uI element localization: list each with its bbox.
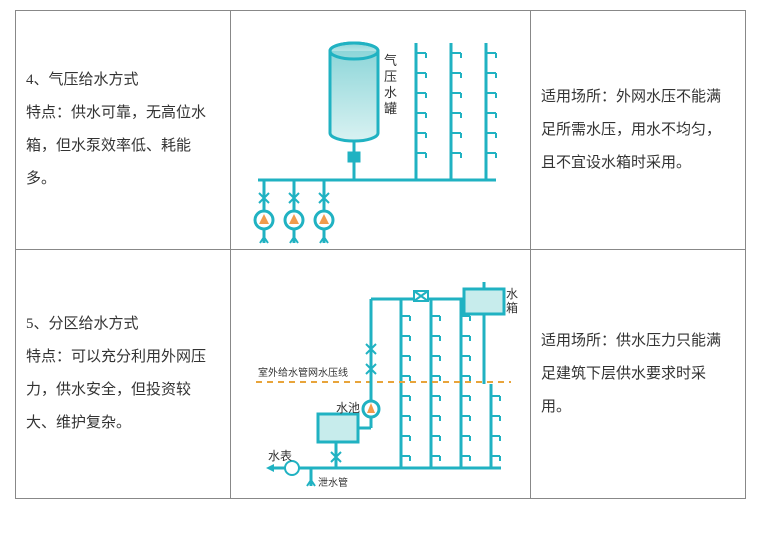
cell-left-2: 5、分区给水方式 特点：可以充分利用外网压力，供水安全，但投资较大、维护复杂。	[16, 250, 231, 499]
diagram-zoned-supply: 水箱 室外给水管网水压线 水池 水表 泄水管	[236, 254, 526, 494]
cell-left-1: 4、气压给水方式 特点：供水可靠，无高位水箱，但水泵效率低、耗能多。	[16, 11, 231, 250]
svg-text:气: 气	[384, 53, 397, 68]
row1-features: 特点：供水可靠，无高位水箱，但水泵效率低、耗能多。	[26, 97, 220, 196]
svg-text:水池: 水池	[336, 401, 360, 415]
row1-usage: 适用场所：外网水压不能满足所需水压，用水不均匀，且不宜设水箱时采用。	[541, 81, 735, 180]
svg-text:水: 水	[384, 85, 397, 100]
row1-title: 4、气压给水方式	[26, 64, 220, 97]
cell-diagram-1: 气压 水罐	[231, 11, 531, 250]
row2-features: 特点：可以充分利用外网压力，供水安全，但投资较大、维护复杂。	[26, 341, 220, 440]
row2-usage: 适用场所：供水压力只能满足建筑下层供水要求时采用。	[541, 325, 735, 424]
supply-methods-table: 4、气压给水方式 特点：供水可靠，无高位水箱，但水泵效率低、耗能多。	[15, 10, 746, 499]
cell-right-2: 适用场所：供水压力只能满足建筑下层供水要求时采用。	[531, 250, 746, 499]
svg-text:水: 水	[506, 287, 518, 301]
svg-text:压: 压	[384, 69, 397, 84]
diagram-pressure-tank: 气压 水罐	[236, 15, 526, 245]
svg-text:泄水管: 泄水管	[318, 476, 348, 489]
svg-text:罐: 罐	[384, 101, 397, 116]
table-row: 5、分区给水方式 特点：可以充分利用外网压力，供水安全，但投资较大、维护复杂。	[16, 250, 746, 499]
svg-text:室外给水管网水压线: 室外给水管网水压线	[258, 366, 348, 379]
row2-title: 5、分区给水方式	[26, 308, 220, 341]
cell-diagram-2: 水箱 室外给水管网水压线 水池 水表 泄水管	[231, 250, 531, 499]
table-row: 4、气压给水方式 特点：供水可靠，无高位水箱，但水泵效率低、耗能多。	[16, 11, 746, 250]
cell-right-1: 适用场所：外网水压不能满足所需水压，用水不均匀，且不宜设水箱时采用。	[531, 11, 746, 250]
svg-text:箱: 箱	[506, 300, 518, 315]
svg-text:水表: 水表	[268, 449, 292, 463]
